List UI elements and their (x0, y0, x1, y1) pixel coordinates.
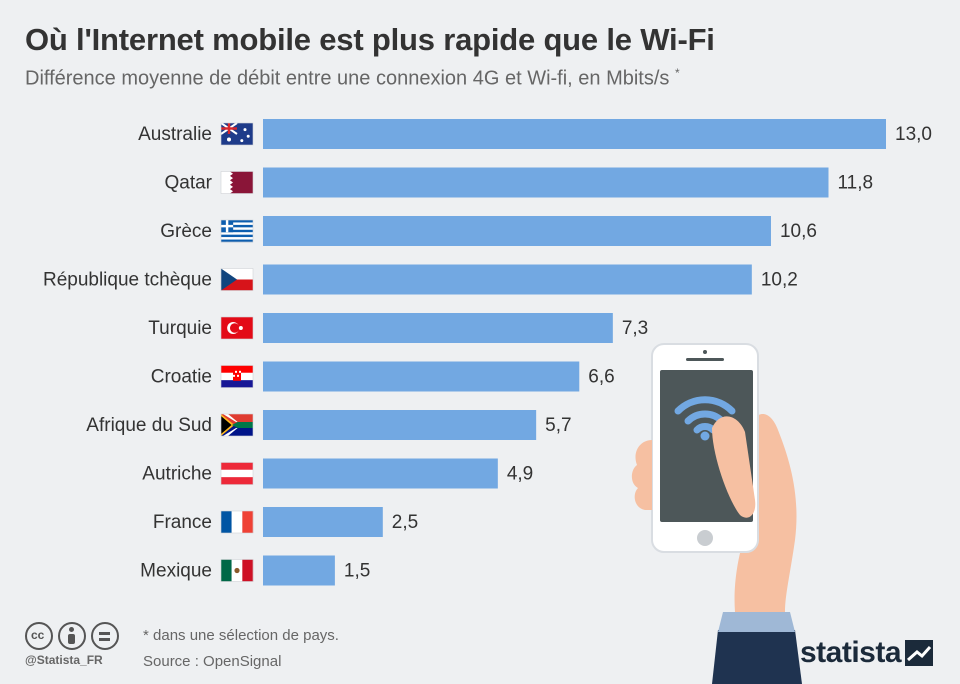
phone-speaker (686, 358, 724, 361)
turkey-flag (220, 316, 254, 340)
value-label: 5,7 (545, 415, 571, 436)
chart-title: Où l'Internet mobile est plus rapide que… (25, 22, 715, 57)
bar-7 (263, 458, 498, 489)
bar-5 (263, 361, 580, 392)
category-label: Mexique (140, 561, 212, 582)
category-label: Qatar (164, 173, 212, 194)
austria-flag (220, 462, 254, 485)
bar-9 (263, 555, 335, 586)
creative-commons-icon: cc (25, 622, 53, 650)
thumb (712, 416, 756, 518)
category-label: République tchèque (43, 270, 212, 291)
qatar-flag (220, 171, 254, 194)
value-label: 7,3 (622, 318, 648, 339)
phone-hand-illustration (631, 343, 802, 684)
bar-8 (263, 507, 383, 537)
bar-2 (263, 216, 771, 246)
attribution-icon (58, 622, 86, 650)
bar-6 (263, 410, 537, 440)
chart-subtitle: Différence moyenne de débit entre une co… (25, 66, 680, 91)
category-label: Autriche (142, 464, 212, 485)
hand (734, 414, 797, 612)
wifi-dot (700, 431, 710, 441)
category-label: Turquie (148, 318, 212, 339)
value-label: 11,8 (837, 173, 873, 194)
value-label: 10,6 (780, 221, 817, 242)
sleeve (712, 630, 802, 684)
czech-flag (220, 268, 254, 291)
value-label: 1,5 (344, 561, 370, 582)
france-flag (220, 510, 254, 534)
statista-logo-icon (905, 640, 933, 666)
south-africa-flag (220, 413, 254, 437)
source-note: Source : OpenSignal (143, 653, 282, 670)
phone-camera (703, 350, 707, 354)
category-label: Afrique du Sud (86, 415, 212, 436)
category-label: Grèce (160, 221, 212, 242)
subtitle-asterisk: * (675, 66, 680, 80)
value-label: 10,2 (761, 270, 798, 291)
fingers (631, 440, 652, 510)
subtitle-text: Différence moyenne de débit entre une co… (25, 67, 670, 90)
phone-home-button (697, 530, 713, 546)
category-label: Australie (138, 124, 212, 145)
value-label: 13,0 (895, 124, 932, 145)
no-derivatives-icon (91, 622, 119, 650)
category-label: France (153, 512, 212, 533)
value-label: 6,6 (588, 367, 614, 388)
bar-1 (263, 167, 829, 198)
twitter-handle: @Statista_FR (25, 653, 103, 667)
value-label: 4,9 (507, 464, 533, 485)
mexico-flag (220, 559, 254, 582)
bar-0 (263, 119, 886, 149)
bar-4 (263, 313, 613, 343)
greece-flag (220, 219, 254, 243)
value-label: 2,5 (392, 512, 418, 533)
cuff (718, 612, 795, 632)
bar-3 (263, 264, 752, 295)
footnote: * dans une sélection de pays. (143, 627, 339, 644)
statista-logo-text: statista (800, 636, 902, 669)
australia-flag (220, 122, 254, 146)
croatia-flag (220, 365, 254, 388)
category-label: Croatie (151, 367, 212, 388)
